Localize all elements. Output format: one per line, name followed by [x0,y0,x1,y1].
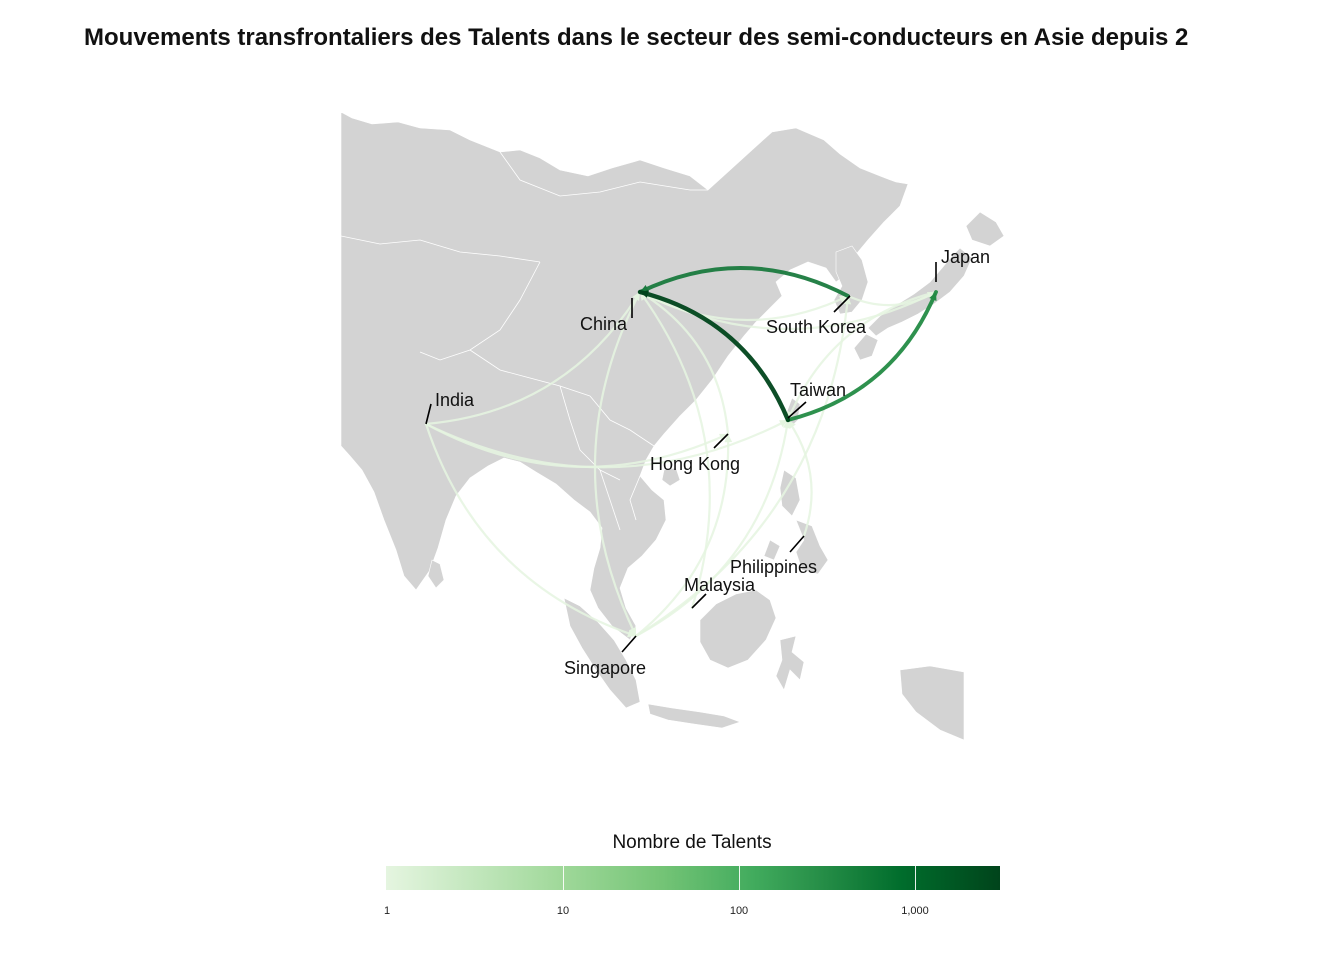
flow-line-singapore-to-south_korea [634,294,850,638]
legend-tick-label: 100 [729,905,749,917]
flow-line-south_korea-to-japan [846,290,938,307]
leader-line-india [425,403,432,425]
flow-arrowhead [788,420,796,429]
legend-tick-label: 1,000 [901,905,929,917]
flow-line-singapore-to-hong_kong [634,432,730,638]
land-hainan [661,467,681,487]
flow-line-china-to-singapore [593,290,642,638]
flow-arrowhead [929,292,937,301]
leader-line-south_korea [833,295,851,313]
leader-lines [425,262,937,653]
legend-tick-1000 [915,866,916,890]
flow-line-japan-to-taiwan [786,290,938,422]
country-label-hong_kong: Hong Kong [650,454,740,474]
flow-line-india-to-china [424,290,642,426]
land-sri-lanka [427,559,445,589]
land-japan [853,211,1005,361]
legend-tick-10 [563,866,564,890]
legend-tick-label: 10 [556,905,570,917]
country-label-japan: Japan [941,247,990,267]
leader-line-philippines [789,535,805,553]
flow-arrowhead [640,284,649,293]
flow-arrowhead [627,629,636,638]
legend-tick-100 [739,866,740,890]
country-borders [341,151,708,531]
country-label-india: India [435,390,475,410]
leader-line-malaysia [691,593,707,609]
country-label-malaysia: Malaysia [684,575,756,595]
flow-arrowhead [782,420,791,429]
country-label-taiwan: Taiwan [790,380,846,400]
chart-title: Mouvements transfrontaliers des Talents … [84,24,1189,51]
flow-arrowhead [640,290,649,298]
flow-line-taiwan-to-japan [786,290,938,422]
flow-line-china-to-south_korea [638,290,850,322]
flow-arrowhead [724,434,733,443]
country-labels: China South Korea Japan India Taiwan Hong Kon… [435,247,990,678]
legend-color-bar [386,866,1000,890]
flow-line-india-to-singapore [424,422,638,638]
land-layer [341,111,1005,740]
leader-line-taiwan [787,401,807,419]
land-sulawesi [775,635,805,691]
country-label-philippines: Philippines [730,557,817,577]
land-java [647,703,741,729]
land-borneo [699,589,777,669]
flow-lines [424,266,938,638]
flow-line-philippines-to-taiwan [786,418,813,538]
legend-tick-label: 1 [383,905,391,917]
flow-line-hong_kong-to-china [638,290,730,436]
flow-arrowhead [779,420,788,428]
land-philippines [763,469,829,575]
flow-line-south_korea-to-china [638,266,850,298]
flow-arrowhead [839,295,848,304]
flow-arrowhead [843,296,852,305]
land-papua [899,665,965,740]
flow-line-singapore-to-taiwan [634,418,790,638]
land-mainland [341,111,909,641]
country-label-singapore: Singapore [564,658,646,678]
legend-title: Nombre de Talents [612,832,772,853]
flow-line-malaysia-to-china [638,290,711,610]
leader-line-hong_kong [713,433,729,449]
flow-arrowhead [628,627,636,636]
country-label-south_korea: South Korea [766,317,867,337]
flow-line-taiwan-to-china [637,289,791,423]
flow-line-india-to-hong_kong [424,422,730,469]
leader-line-singapore [621,635,637,653]
country-label-china: China [580,314,628,334]
